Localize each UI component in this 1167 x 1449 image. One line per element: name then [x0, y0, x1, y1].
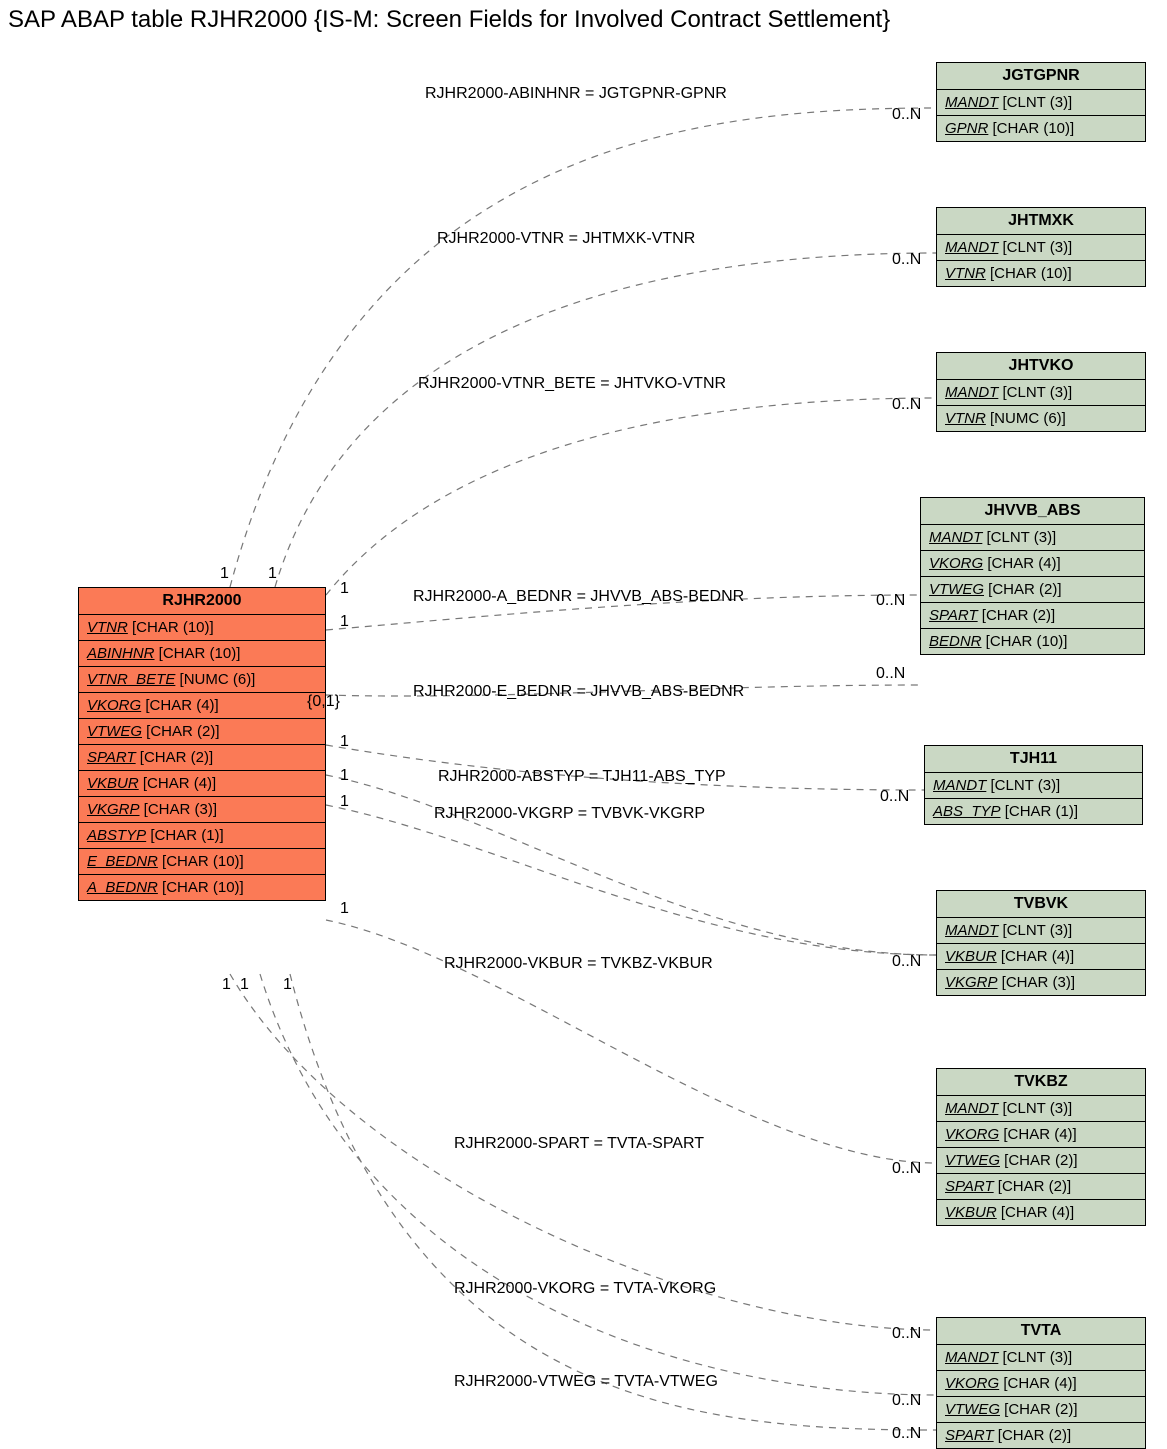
cardinality-to: 0..N [892, 1425, 921, 1443]
cardinality-to: 0..N [892, 251, 921, 269]
entity-field: VTWEG [CHAR (2)] [937, 1397, 1145, 1423]
entity-field: MANDT [CLNT (3)] [925, 773, 1142, 799]
cardinality-from: 1 [340, 767, 349, 785]
entity-field: VKGRP [CHAR (3)] [79, 797, 325, 823]
cardinality-from: 1 [340, 793, 349, 811]
relation-label: RJHR2000-VKORG = TVTA-VKORG [454, 1280, 716, 1298]
entity-tvkbz: TVKBZMANDT [CLNT (3)]VKORG [CHAR (4)]VTW… [936, 1068, 1146, 1226]
entity-field: E_BEDNR [CHAR (10)] [79, 849, 325, 875]
cardinality-from: 1 [340, 900, 349, 918]
entity-field: MANDT [CLNT (3)] [921, 525, 1144, 551]
entity-jgtgpnr: JGTGPNRMANDT [CLNT (3)]GPNR [CHAR (10)] [936, 62, 1146, 142]
entity-field: VKGRP [CHAR (3)] [937, 970, 1145, 995]
entity-field: VKBUR [CHAR (4)] [79, 771, 325, 797]
entity-field: SPART [CHAR (2)] [921, 603, 1144, 629]
entity-field: VTWEG [CHAR (2)] [937, 1148, 1145, 1174]
entity-field: VTNR_BETE [NUMC (6)] [79, 667, 325, 693]
cardinality-from: 1 [340, 613, 349, 631]
entity-field: SPART [CHAR (2)] [937, 1174, 1145, 1200]
entity-header: JGTGPNR [937, 63, 1145, 90]
entity-tjh11: TJH11MANDT [CLNT (3)]ABS_TYP [CHAR (1)] [924, 745, 1143, 825]
cardinality-to: 0..N [892, 1392, 921, 1410]
cardinality-from: {0,1} [307, 693, 340, 711]
cardinality-to: 0..N [892, 953, 921, 971]
entity-field: MANDT [CLNT (3)] [937, 90, 1145, 116]
entity-header: TJH11 [925, 746, 1142, 773]
relation-label: RJHR2000-E_BEDNR = JHVVB_ABS-BEDNR [413, 683, 744, 701]
entity-header: JHTMXK [937, 208, 1145, 235]
entity-header: TVTA [937, 1318, 1145, 1345]
cardinality-from: 1 [220, 565, 229, 583]
entity-header: TVBVK [937, 891, 1145, 918]
entity-field: MANDT [CLNT (3)] [937, 1345, 1145, 1371]
cardinality-from: 1 [283, 976, 292, 994]
entity-field: ABS_TYP [CHAR (1)] [925, 799, 1142, 824]
entity-field: VTWEG [CHAR (2)] [921, 577, 1144, 603]
diagram-title: SAP ABAP table RJHR2000 {IS-M: Screen Fi… [8, 6, 890, 34]
entity-tvta: TVTAMANDT [CLNT (3)]VKORG [CHAR (4)]VTWE… [936, 1317, 1146, 1449]
relation-label: RJHR2000-VKBUR = TVKBZ-VKBUR [444, 955, 713, 973]
relation-label: RJHR2000-SPART = TVTA-SPART [454, 1135, 704, 1153]
entity-header: JHTVKO [937, 353, 1145, 380]
entity-field: ABINHNR [CHAR (10)] [79, 641, 325, 667]
entity-field: GPNR [CHAR (10)] [937, 116, 1145, 141]
entity-tvbvk: TVBVKMANDT [CLNT (3)]VKBUR [CHAR (4)]VKG… [936, 890, 1146, 996]
entity-field: VTNR [NUMC (6)] [937, 406, 1145, 431]
entity-jhvvb_abs: JHVVB_ABSMANDT [CLNT (3)]VKORG [CHAR (4)… [920, 497, 1145, 655]
relation-label: RJHR2000-ABINHNR = JGTGPNR-GPNR [425, 85, 727, 103]
entity-field: A_BEDNR [CHAR (10)] [79, 875, 325, 900]
entity-field: VTWEG [CHAR (2)] [79, 719, 325, 745]
relation-label: RJHR2000-VTNR = JHTMXK-VTNR [437, 230, 695, 248]
entity-field: MANDT [CLNT (3)] [937, 380, 1145, 406]
cardinality-from: 1 [340, 580, 349, 598]
cardinality-to: 0..N [892, 396, 921, 414]
cardinality-to: 0..N [876, 665, 905, 683]
entity-header: RJHR2000 [79, 588, 325, 615]
entity-field: MANDT [CLNT (3)] [937, 1096, 1145, 1122]
entity-field: VTNR [CHAR (10)] [937, 261, 1145, 286]
cardinality-from: 1 [340, 733, 349, 751]
entity-field: MANDT [CLNT (3)] [937, 918, 1145, 944]
cardinality-from: 1 [222, 976, 231, 994]
relation-label: RJHR2000-VKGRP = TVBVK-VKGRP [434, 805, 705, 823]
entity-field: VKORG [CHAR (4)] [921, 551, 1144, 577]
entity-header: TVKBZ [937, 1069, 1145, 1096]
entity-field: ABSTYP [CHAR (1)] [79, 823, 325, 849]
cardinality-to: 0..N [892, 1160, 921, 1178]
cardinality-from: 1 [240, 976, 249, 994]
entity-rjhr2000: RJHR2000VTNR [CHAR (10)]ABINHNR [CHAR (1… [78, 587, 326, 901]
entity-header: JHVVB_ABS [921, 498, 1144, 525]
er-diagram: SAP ABAP table RJHR2000 {IS-M: Screen Fi… [0, 0, 1167, 1439]
entity-field: SPART [CHAR (2)] [937, 1423, 1145, 1448]
cardinality-from: 1 [268, 565, 277, 583]
relation-label: RJHR2000-VTWEG = TVTA-VTWEG [454, 1373, 718, 1391]
entity-field: MANDT [CLNT (3)] [937, 235, 1145, 261]
entity-field: SPART [CHAR (2)] [79, 745, 325, 771]
entity-field: VKORG [CHAR (4)] [937, 1371, 1145, 1397]
cardinality-to: 0..N [876, 592, 905, 610]
cardinality-to: 0..N [892, 106, 921, 124]
entity-field: VKBUR [CHAR (4)] [937, 1200, 1145, 1225]
relation-label: RJHR2000-A_BEDNR = JHVVB_ABS-BEDNR [413, 588, 744, 606]
entity-jhtvko: JHTVKOMANDT [CLNT (3)]VTNR [NUMC (6)] [936, 352, 1146, 432]
relation-label: RJHR2000-VTNR_BETE = JHTVKO-VTNR [418, 375, 726, 393]
entity-field: BEDNR [CHAR (10)] [921, 629, 1144, 654]
cardinality-to: 0..N [892, 1325, 921, 1343]
relation-label: RJHR2000-ABSTYP = TJH11-ABS_TYP [438, 768, 726, 786]
entity-field: VKBUR [CHAR (4)] [937, 944, 1145, 970]
entity-jhtmxk: JHTMXKMANDT [CLNT (3)]VTNR [CHAR (10)] [936, 207, 1146, 287]
entity-field: VTNR [CHAR (10)] [79, 615, 325, 641]
cardinality-to: 0..N [880, 788, 909, 806]
entity-field: VKORG [CHAR (4)] [79, 693, 325, 719]
entity-field: VKORG [CHAR (4)] [937, 1122, 1145, 1148]
